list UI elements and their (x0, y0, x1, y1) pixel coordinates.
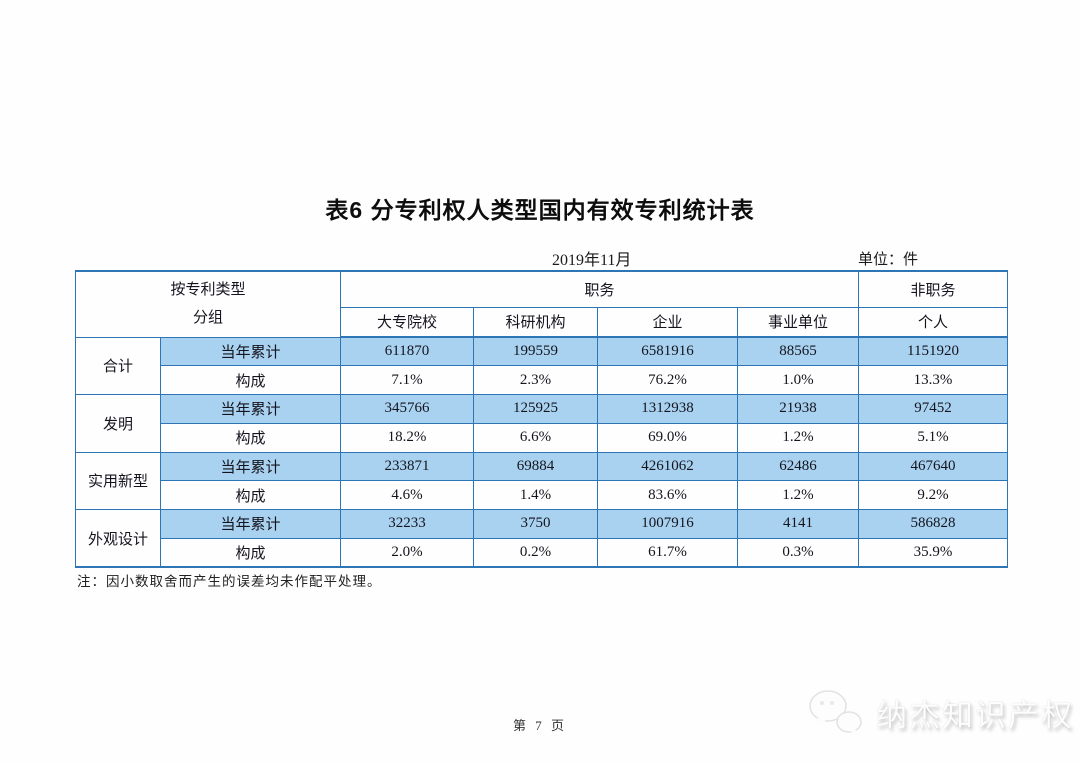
value-cell: 9.2% (858, 480, 1009, 510)
value-cell: 21938 (737, 394, 860, 424)
value-cell: 1007916 (597, 509, 739, 539)
table-row: 构成 2.0% 0.2% 61.7% 0.3% 35.9% (76, 537, 1009, 568)
patent-stats-table: 按专利类型 分组 职务 非职务 大专院校 科研机构 企业 事业单位 个人 合计 … (74, 270, 1009, 568)
value-cell: 345766 (340, 394, 475, 424)
value-cell: 4.6% (340, 480, 475, 510)
col-header-non-duty: 非职务 (858, 270, 1009, 308)
table-row: 发明 当年累计 345766 125925 1312938 21938 9745… (75, 394, 1009, 453)
value-cell: 586828 (858, 509, 1009, 539)
value-cell: 88565 (737, 336, 860, 367)
table-header-row-1: 按专利类型 分组 职务 非职务 (74, 270, 1009, 338)
col-header-enterprise: 企业 (597, 306, 739, 338)
group-label-invention: 发明 (75, 394, 161, 453)
value-cell: 1.2% (737, 480, 860, 510)
value-cell: 7.1% (340, 365, 475, 395)
value-cell: 1.4% (473, 480, 599, 510)
value-cell: 1151920 (858, 336, 1009, 367)
row-label: 当年累计 (159, 394, 342, 424)
col-header-individual: 个人 (858, 306, 1009, 338)
group-label-utility-model: 实用新型 (75, 451, 161, 510)
row-label: 当年累计 (159, 451, 342, 482)
value-cell: 1.0% (737, 365, 860, 395)
unit-label: 单位：件 (858, 252, 919, 268)
table-row: 合计 当年累计 611870 199559 6581916 88565 1151… (75, 336, 1009, 395)
value-cell: 0.2% (473, 537, 599, 568)
table-row: 构成 18.2% 6.6% 69.0% 1.2% 5.1% (76, 422, 1009, 453)
value-cell: 2.0% (340, 537, 475, 568)
value-cell: 5.1% (858, 422, 1009, 453)
value-cell: 199559 (473, 336, 599, 367)
value-cell: 3750 (473, 509, 599, 539)
value-cell: 35.9% (858, 537, 1009, 568)
col-header-research: 科研机构 (473, 306, 599, 338)
row-label: 构成 (159, 480, 342, 510)
col-header-group-line2: 分组 (193, 310, 224, 327)
page-number: 第 7 页 (512, 718, 567, 733)
col-header-duty: 职务 (340, 270, 860, 308)
col-header-institution: 事业单位 (737, 306, 860, 338)
chat-bubbles-logo-icon (804, 686, 868, 738)
value-cell: 467640 (858, 451, 1009, 482)
table-footnote: 注：因小数取舍而产生的误差均未作配平处理。 (77, 574, 382, 589)
row-label: 当年累计 (159, 336, 342, 367)
row-label: 构成 (159, 422, 342, 453)
value-cell: 2.3% (473, 365, 599, 395)
value-cell: 97452 (858, 394, 1009, 424)
value-cell: 1.2% (737, 422, 860, 453)
value-cell: 4261062 (597, 451, 739, 482)
value-cell: 611870 (340, 336, 475, 367)
value-cell: 18.2% (340, 422, 475, 453)
group-label-total: 合计 (75, 336, 161, 395)
value-cell: 6.6% (473, 422, 599, 453)
row-label: 构成 (159, 537, 342, 568)
value-cell: 233871 (340, 451, 475, 482)
table-row: 构成 7.1% 2.3% 76.2% 1.0% 13.3% (76, 365, 1009, 395)
value-cell: 125925 (473, 394, 599, 424)
report-period: 2019年11月 (552, 252, 632, 269)
value-cell: 62486 (737, 451, 860, 482)
value-cell: 0.3% (737, 537, 860, 568)
watermark: 纳杰知识产权 (804, 686, 1074, 738)
value-cell: 69.0% (597, 422, 739, 453)
value-cell: 6581916 (597, 336, 739, 367)
value-cell: 76.2% (597, 365, 739, 395)
table-row: 构成 4.6% 1.4% 83.6% 1.2% 9.2% (76, 480, 1009, 510)
group-label-design: 外观设计 (75, 509, 161, 568)
col-header-group: 按专利类型 分组 (74, 270, 342, 338)
watermark-text: 纳杰知识产权 (876, 697, 1074, 733)
value-cell: 32233 (340, 509, 475, 539)
page-title: 表6 分专利权人类型国内有效专利统计表 (325, 197, 755, 223)
value-cell: 4141 (737, 509, 860, 539)
row-label: 构成 (159, 365, 342, 395)
value-cell: 1312938 (597, 394, 739, 424)
table-header-row-2: 大专院校 科研机构 企业 事业单位 个人 (76, 306, 1009, 338)
col-header-group-line1: 按专利类型 (170, 281, 246, 298)
value-cell: 13.3% (858, 365, 1009, 395)
value-cell: 83.6% (597, 480, 739, 510)
col-header-college: 大专院校 (340, 306, 475, 338)
value-cell: 69884 (473, 451, 599, 482)
table-row: 实用新型 当年累计 233871 69884 4261062 62486 467… (75, 451, 1009, 510)
value-cell: 61.7% (597, 537, 739, 568)
table-row: 外观设计 当年累计 32233 3750 1007916 4141 586828 (75, 509, 1009, 568)
row-label: 当年累计 (159, 509, 342, 539)
